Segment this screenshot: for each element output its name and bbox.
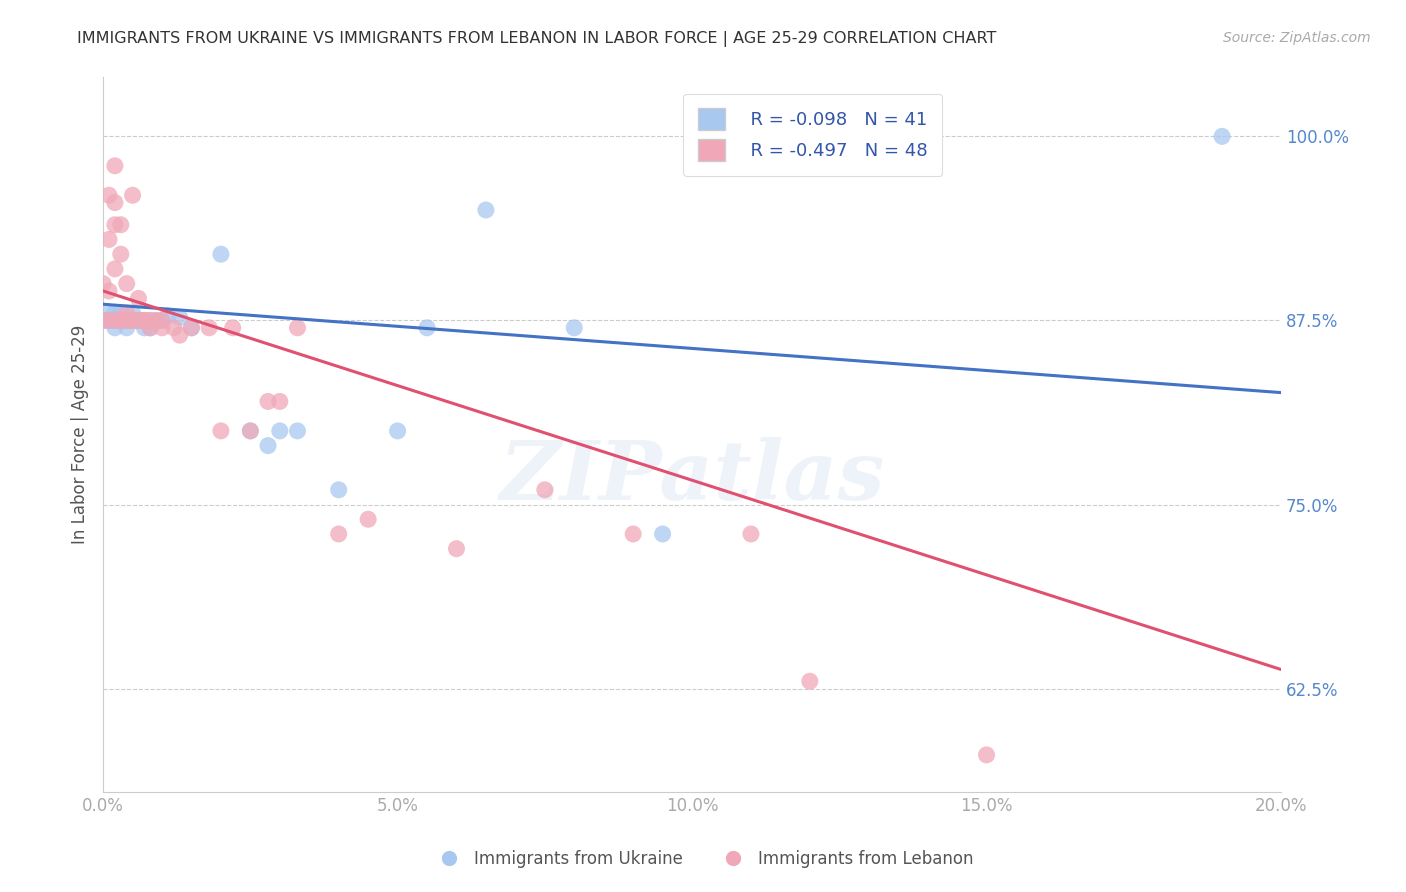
Point xyxy=(150,320,173,334)
Point xyxy=(180,320,202,334)
Point xyxy=(104,261,127,276)
Point xyxy=(446,541,468,556)
Point xyxy=(104,313,127,327)
Point xyxy=(156,309,179,323)
Point xyxy=(269,394,291,409)
Text: IMMIGRANTS FROM UKRAINE VS IMMIGRANTS FROM LEBANON IN LABOR FORCE | AGE 25-29 CO: IMMIGRANTS FROM UKRAINE VS IMMIGRANTS FR… xyxy=(77,31,997,47)
Point xyxy=(110,313,132,327)
Point xyxy=(221,320,243,334)
Point xyxy=(110,218,132,232)
Point xyxy=(533,483,555,497)
Point xyxy=(139,320,162,334)
Point xyxy=(169,310,191,325)
Point xyxy=(110,313,132,327)
Point xyxy=(110,313,132,327)
Point xyxy=(145,313,167,327)
Point xyxy=(387,424,409,438)
Point xyxy=(104,313,127,327)
Point xyxy=(198,320,221,334)
Point xyxy=(115,277,138,291)
Point xyxy=(91,313,114,327)
Point xyxy=(562,320,585,334)
Point xyxy=(416,320,439,334)
Point xyxy=(134,313,156,327)
Point xyxy=(98,232,121,246)
Point xyxy=(287,320,309,334)
Point xyxy=(98,188,121,202)
Point xyxy=(209,247,232,261)
Point xyxy=(976,747,998,762)
Point xyxy=(475,202,498,217)
Point xyxy=(121,188,143,202)
Point xyxy=(110,306,132,320)
Point xyxy=(121,313,143,327)
Point xyxy=(139,313,162,327)
Point xyxy=(115,306,138,320)
Point xyxy=(104,159,127,173)
Point xyxy=(239,424,262,438)
Point xyxy=(180,320,202,334)
Point xyxy=(104,313,127,327)
Point xyxy=(104,306,127,320)
Point xyxy=(134,313,156,327)
Point xyxy=(127,313,149,327)
Point xyxy=(115,320,138,334)
Point xyxy=(150,313,173,327)
Point xyxy=(127,313,149,327)
Point xyxy=(134,320,156,334)
Legend:   R = -0.098   N = 41,   R = -0.497   N = 48: R = -0.098 N = 41, R = -0.497 N = 48 xyxy=(683,94,942,176)
Legend: Immigrants from Ukraine, Immigrants from Lebanon: Immigrants from Ukraine, Immigrants from… xyxy=(426,844,980,875)
Point xyxy=(139,320,162,334)
Text: ZIPatlas: ZIPatlas xyxy=(499,437,884,517)
Point xyxy=(257,394,280,409)
Point xyxy=(269,424,291,438)
Point xyxy=(98,313,121,327)
Point xyxy=(110,313,132,327)
Point xyxy=(799,674,821,689)
Point xyxy=(740,527,762,541)
Point xyxy=(115,313,138,327)
Point xyxy=(91,313,114,327)
Point xyxy=(621,527,644,541)
Point xyxy=(357,512,380,526)
Point xyxy=(328,527,350,541)
Point xyxy=(91,277,114,291)
Point xyxy=(287,424,309,438)
Point xyxy=(139,313,162,327)
Point xyxy=(145,313,167,327)
Point xyxy=(115,313,138,327)
Point xyxy=(651,527,673,541)
Point xyxy=(110,247,132,261)
Point xyxy=(121,306,143,320)
Point xyxy=(91,313,114,327)
Point xyxy=(209,424,232,438)
Point xyxy=(150,313,173,327)
Point xyxy=(163,320,186,334)
Point xyxy=(98,313,121,327)
Point xyxy=(104,320,127,334)
Point xyxy=(328,483,350,497)
Point xyxy=(239,424,262,438)
Point xyxy=(121,313,143,327)
Point xyxy=(104,195,127,210)
Point xyxy=(257,439,280,453)
Point xyxy=(169,328,191,343)
Point xyxy=(1211,129,1233,144)
Point xyxy=(121,313,143,327)
Point xyxy=(127,313,149,327)
Point xyxy=(127,291,149,305)
Y-axis label: In Labor Force | Age 25-29: In Labor Force | Age 25-29 xyxy=(72,325,89,544)
Point xyxy=(98,313,121,327)
Point xyxy=(121,313,143,327)
Text: Source: ZipAtlas.com: Source: ZipAtlas.com xyxy=(1223,31,1371,45)
Point xyxy=(134,313,156,327)
Point xyxy=(115,313,138,327)
Point xyxy=(98,284,121,298)
Point xyxy=(104,218,127,232)
Point xyxy=(98,306,121,320)
